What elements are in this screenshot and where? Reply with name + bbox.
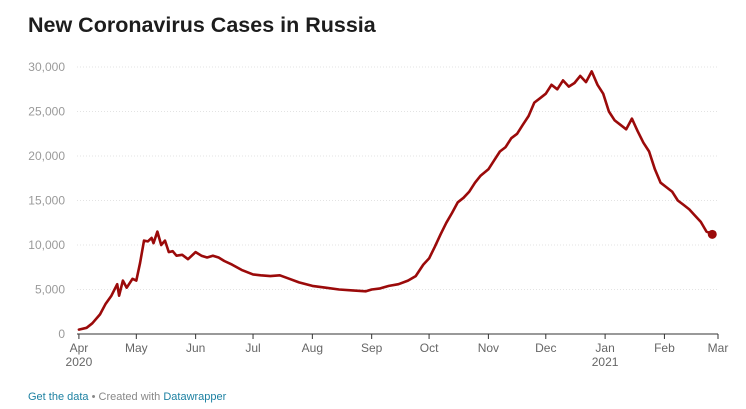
x-tick-label: May: [125, 341, 148, 355]
y-tick-label: 15,000: [28, 194, 65, 208]
y-tick-label: 0: [58, 327, 65, 341]
datawrapper-link[interactable]: Datawrapper: [163, 391, 227, 403]
y-tick-label: 30,000: [28, 60, 65, 74]
x-tick-year-label: 2021: [592, 355, 619, 369]
x-tick-year-label: 2020: [66, 355, 93, 369]
x-tick-label: Feb: [654, 341, 675, 355]
y-tick-label: 25,000: [28, 105, 65, 119]
x-tick-label: Nov: [478, 341, 499, 355]
x-tick-label: Jan: [595, 341, 614, 355]
chart-footer: Get the data • Created with Datawrapper: [28, 391, 226, 403]
x-tick-label: Sep: [361, 341, 383, 355]
x-tick-label: Jun: [186, 341, 205, 355]
grid-lines: [77, 66, 718, 290]
get-data-link[interactable]: Get the data: [28, 391, 89, 403]
x-tick-label: Dec: [535, 341, 556, 355]
chart-title: New Coronavirus Cases in Russia: [28, 13, 376, 37]
x-tick-label: Aug: [302, 341, 323, 355]
x-tick-label: Jul: [245, 341, 260, 355]
y-tick-label: 10,000: [28, 238, 65, 252]
y-axis-ticks: 0 5,000 10,000 15,000 20,000 25,000 30,000: [28, 60, 65, 341]
series-end-marker: [707, 229, 717, 239]
series-line-new-cases: [77, 70, 714, 331]
x-tick-label: Mar: [708, 341, 729, 355]
y-tick-label: 5,000: [35, 283, 65, 297]
x-tick-label: Apr: [70, 341, 89, 355]
x-tick-label: Oct: [420, 341, 439, 355]
footer-separator: • Created with: [88, 391, 164, 403]
y-tick-label: 20,000: [28, 149, 65, 163]
